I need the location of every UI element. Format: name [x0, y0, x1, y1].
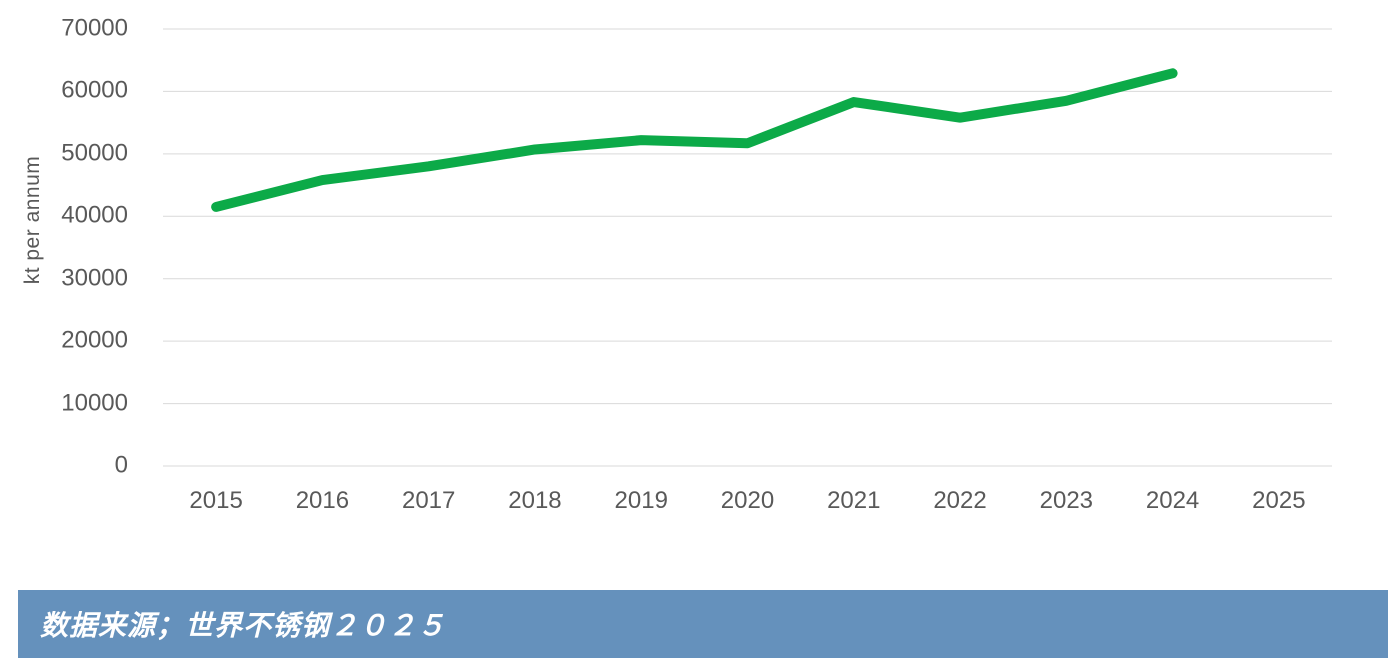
- x-tick-label: 2016: [295, 487, 350, 514]
- y-tick-label: 20000: [61, 326, 128, 354]
- x-tick-label: 2024: [1145, 487, 1200, 514]
- x-tick-label: 2015: [189, 487, 243, 514]
- x-tick-label: 2018: [508, 487, 562, 514]
- source-banner: 数据来源；世界不锈钢２０２５: [18, 590, 1388, 658]
- plot-area: [163, 28, 1332, 467]
- x-tick-label: 2023: [1039, 487, 1094, 514]
- x-tick-label: 2021: [827, 487, 881, 514]
- series-line-stainless-steel-production: [211, 68, 1178, 212]
- x-tick-label: 2025: [1252, 487, 1306, 514]
- y-tick-label: 60000: [61, 76, 128, 104]
- y-tick-label: 30000: [61, 264, 128, 292]
- y-tick-label: 10000: [61, 389, 128, 417]
- y-tick-label: 70000: [61, 14, 128, 42]
- x-tick-label: 2019: [614, 487, 668, 514]
- x-tick-label: 2017: [401, 487, 456, 514]
- y-tick-label: 40000: [61, 201, 128, 229]
- x-tick-label: 2022: [933, 487, 987, 514]
- x-tick-label: 2020: [720, 487, 775, 514]
- source-text: 数据来源；世界不锈钢２０２５: [40, 610, 447, 641]
- y-tick-label: 50000: [61, 139, 128, 167]
- y-tick-label: 0: [114, 451, 128, 479]
- line-chart: kt per annum 0 10000 20000 30000 40000 50000 6…: [21, 14, 1332, 514]
